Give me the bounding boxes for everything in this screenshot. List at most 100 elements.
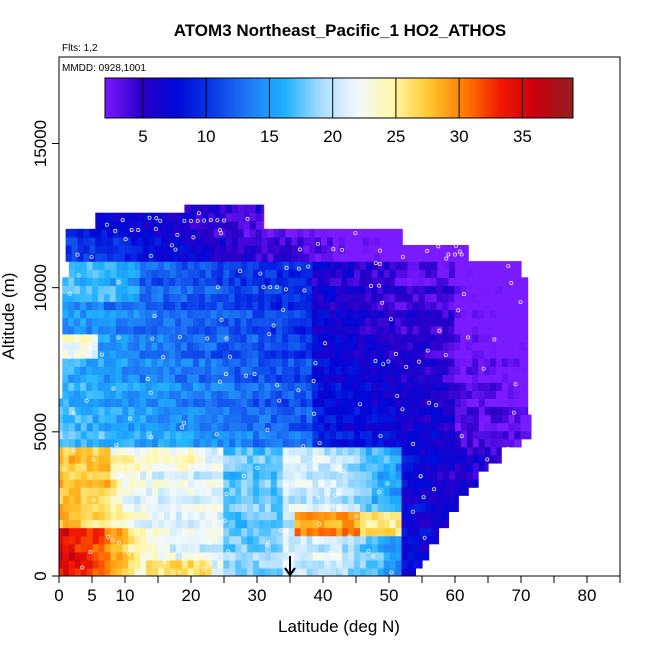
heatmap-cell <box>134 471 141 480</box>
heatmap-cell <box>247 543 254 553</box>
heatmap-cell <box>312 462 319 472</box>
heatmap-cell <box>437 503 444 513</box>
heatmap-cell <box>252 374 259 383</box>
heatmap-cell <box>264 341 271 351</box>
sample-point <box>513 382 518 387</box>
heatmap-cell <box>122 261 129 270</box>
heatmap-cell <box>377 559 385 569</box>
heatmap-cell <box>395 519 403 529</box>
heatmap-cell <box>365 414 373 424</box>
heatmap-cell <box>323 285 331 295</box>
heatmap-cell <box>300 446 308 456</box>
heatmap-cell <box>92 277 99 286</box>
heatmap-cell <box>133 301 141 311</box>
sample-point <box>331 503 336 508</box>
heatmap-cell <box>525 285 529 295</box>
heatmap-cell <box>270 511 278 521</box>
heatmap-cell <box>127 358 135 367</box>
heatmap-cell <box>258 471 266 480</box>
heatmap-cell <box>282 503 290 513</box>
heatmap-cell <box>62 487 70 496</box>
heatmap-cell <box>449 487 456 496</box>
heatmap-cell <box>258 438 266 448</box>
heatmap-cell <box>187 293 194 303</box>
heatmap-cell <box>192 277 200 286</box>
heatmap-cell <box>466 366 473 375</box>
heatmap-cell <box>445 253 453 262</box>
heatmap-cell <box>199 535 207 545</box>
heatmap-cell <box>270 309 277 319</box>
heatmap-cell <box>383 374 390 383</box>
heatmap-cell <box>97 301 105 311</box>
heatmap-cell <box>330 261 337 270</box>
heatmap-cell <box>127 285 135 295</box>
heatmap-cell <box>342 479 349 488</box>
heatmap-cell <box>115 285 123 295</box>
heatmap-cell <box>484 325 491 335</box>
heatmap-cell <box>217 430 224 440</box>
heatmap-cell <box>484 366 491 375</box>
sample-point <box>381 362 386 367</box>
heatmap-cell <box>282 511 290 521</box>
heatmap-cell <box>472 430 480 440</box>
heatmap-cell <box>121 382 129 391</box>
heatmap-cell <box>490 398 498 408</box>
heatmap-cell <box>217 446 224 456</box>
heatmap-cell <box>317 358 325 367</box>
heatmap-cell <box>371 333 378 343</box>
heatmap-cell <box>146 446 153 456</box>
heatmap-cell <box>65 228 73 238</box>
heatmap-cell <box>348 454 355 464</box>
heatmap-cell <box>273 244 281 254</box>
heatmap-cell <box>187 567 195 576</box>
heatmap-cell <box>365 382 372 391</box>
heatmap-cell <box>377 462 385 472</box>
heatmap-cell <box>489 325 497 335</box>
heatmap-cell <box>353 285 360 295</box>
colorbar-swatch <box>476 78 480 118</box>
heatmap-cell <box>317 277 325 286</box>
colorbar-swatch <box>367 78 371 118</box>
heatmap-cell <box>229 446 236 456</box>
heatmap-cell <box>330 454 337 464</box>
heatmap-cell <box>190 212 197 222</box>
heatmap-cell <box>294 551 302 561</box>
colorbar-swatch <box>420 78 424 118</box>
heatmap-cell <box>288 495 296 504</box>
heatmap-cell <box>258 390 265 399</box>
heatmap-cell <box>406 301 414 311</box>
heatmap-cell <box>134 487 141 496</box>
heatmap-cell <box>140 422 147 432</box>
heatmap-cell <box>454 341 461 351</box>
heatmap-cell <box>128 511 135 521</box>
heatmap-cell <box>344 244 352 254</box>
heatmap-cell <box>253 414 260 424</box>
sample-point <box>224 372 228 377</box>
heatmap-cell <box>152 535 159 545</box>
heatmap-cell <box>472 422 480 432</box>
heatmap-cell <box>264 446 272 456</box>
heatmap-cell <box>425 487 432 496</box>
heatmap-cell <box>119 228 126 238</box>
heatmap-cell <box>342 567 349 576</box>
heatmap-cell <box>276 285 283 295</box>
heatmap-cell <box>389 543 397 553</box>
sample-point <box>277 398 282 403</box>
heatmap-cell <box>365 543 373 553</box>
heatmap-cell <box>235 495 242 504</box>
heatmap-cell <box>336 430 343 440</box>
heatmap-cell <box>463 244 469 254</box>
heatmap-cell <box>208 204 215 214</box>
heatmap-cell <box>210 349 218 359</box>
colorbar-tick-label: 15 <box>260 127 279 146</box>
heatmap-cell <box>318 269 325 278</box>
heatmap-cell <box>324 398 331 408</box>
heatmap-cell <box>448 366 455 375</box>
heatmap-cell <box>359 511 367 521</box>
heatmap-cell <box>199 527 207 537</box>
heatmap-cell <box>365 341 372 351</box>
heatmap-cell <box>222 285 230 295</box>
heatmap-cell <box>98 406 106 416</box>
heatmap-cell <box>223 398 230 408</box>
heatmap-cell <box>297 236 304 246</box>
